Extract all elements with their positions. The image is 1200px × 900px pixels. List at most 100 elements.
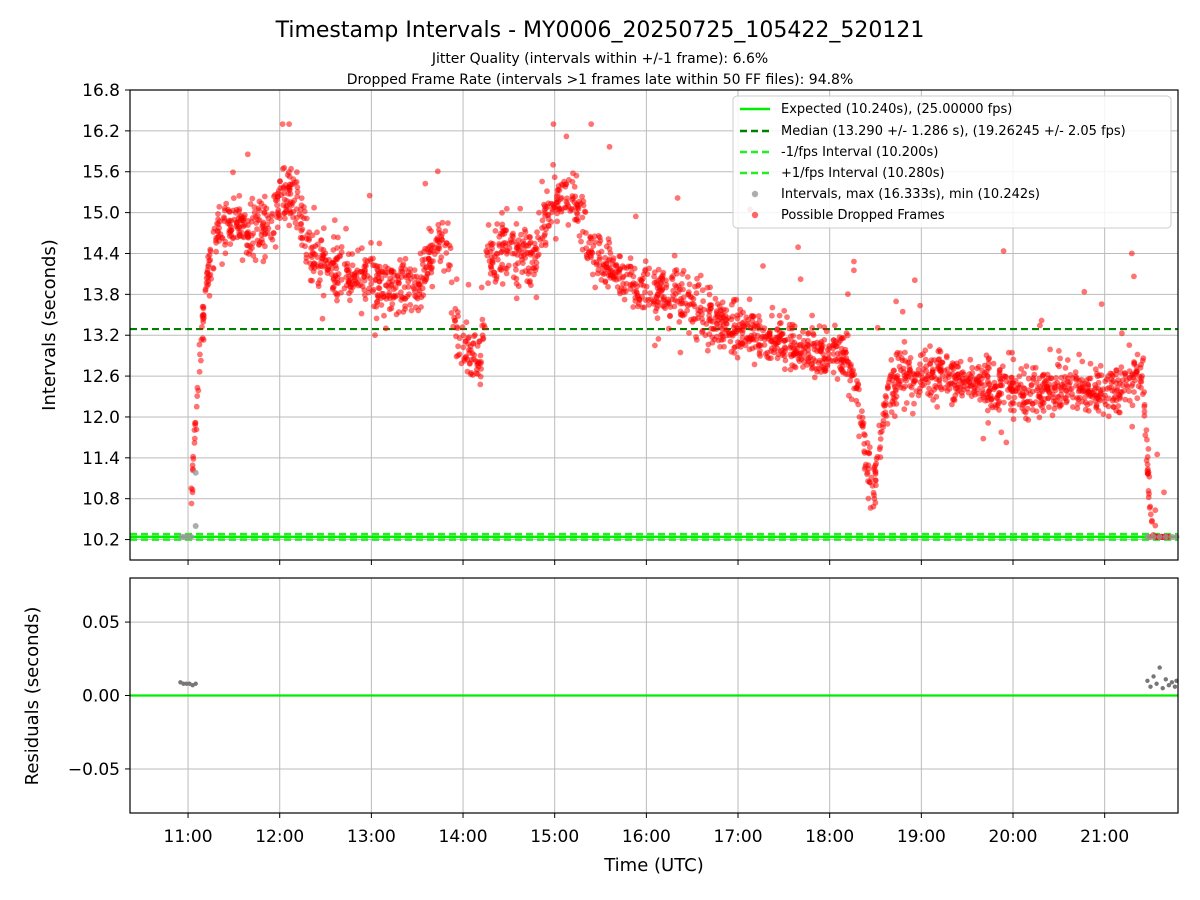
dropped-frame-point [628, 269, 635, 276]
dropped-frame-point [722, 326, 729, 333]
dropped-frame-point [437, 258, 444, 265]
dropped-frame-point [926, 385, 932, 392]
dropped-frame-point [663, 284, 669, 291]
dropped-frame-point [979, 387, 986, 393]
dropped-frame-point [651, 269, 658, 276]
dropped-frame-point [750, 313, 757, 320]
dropped-frame-point [499, 281, 506, 287]
dropped-frame-point [349, 251, 356, 257]
dropped-frame-point [282, 215, 288, 222]
dropped-frame-point [269, 236, 276, 243]
dropped-frame-point [915, 392, 922, 399]
dropped-frame-point [749, 345, 756, 352]
dropped-frame-point [1022, 409, 1029, 416]
dropped-frame-point [718, 316, 725, 323]
dropped-frame-point [834, 350, 841, 357]
dropped-frame-point [680, 286, 686, 293]
dropped-frame-point [1027, 391, 1034, 397]
dropped-frame-point [949, 380, 956, 387]
bottom-y-axis-label: Residuals (seconds) [22, 607, 43, 786]
dropped-frame-point [638, 278, 645, 284]
dropped-frame-point [878, 428, 885, 435]
dropped-frame-point [1060, 395, 1067, 402]
dropped-frame-point [830, 351, 837, 357]
dropped-frame-point [536, 209, 542, 216]
residual-point [1172, 684, 1178, 689]
dropped-frame-point [706, 302, 713, 309]
dropped-frame-point [361, 263, 368, 270]
dropped-frame-point [938, 367, 944, 374]
dropped-frame-point [576, 233, 583, 239]
dropped-frame-point [1152, 522, 1159, 529]
dropped-frame-point [376, 240, 383, 247]
dropped-frame-point [782, 366, 788, 373]
dropped-frame-point [1038, 317, 1045, 324]
dropped-frame-point [908, 384, 915, 391]
dropped-frame-point [588, 121, 595, 127]
dropped-frame-point [318, 237, 325, 244]
dropped-frame-point [373, 315, 380, 322]
dropped-frame-point [905, 373, 912, 380]
dropped-frame-point [645, 296, 652, 303]
dropped-frame-point [607, 250, 614, 256]
dropped-frame-point [602, 279, 609, 285]
dropped-frame-point [553, 193, 560, 200]
dropped-frame-point [832, 322, 838, 329]
dropped-frame-point [617, 253, 624, 260]
dropped-frame-point [341, 285, 348, 292]
dropped-frame-point [261, 203, 267, 210]
dropped-frame-point [588, 249, 595, 256]
dropped-frame-point [418, 274, 425, 280]
dropped-frame-point [641, 304, 648, 311]
dropped-frame-point [191, 440, 198, 446]
dropped-frame-point [410, 284, 416, 290]
dropped-frame-point [642, 258, 649, 265]
dropped-frame-point [1033, 379, 1040, 386]
dropped-frame-point [1097, 362, 1104, 369]
dropped-frame-point [592, 284, 599, 291]
dropped-frame-point [317, 269, 324, 276]
dropped-frame-point [200, 303, 207, 310]
dropped-frame-point [249, 195, 256, 202]
dropped-frame-point [980, 435, 987, 442]
dropped-frame-point [1045, 395, 1052, 401]
dropped-frame-point [846, 392, 852, 399]
dropped-frame-point [1083, 377, 1090, 383]
dropped-frame-point [1028, 382, 1035, 389]
dropped-frame-point [620, 273, 627, 280]
dropped-frame-point [294, 188, 301, 195]
dropped-frame-point [191, 435, 198, 442]
dropped-frame-point [1126, 397, 1133, 404]
dropped-frame-point [554, 187, 561, 194]
dropped-frame-point [362, 257, 368, 263]
dropped-frame-point [242, 222, 248, 228]
dropped-frame-point [459, 324, 466, 331]
dropped-frame-point [1077, 387, 1083, 394]
dropped-frame-point [753, 320, 759, 327]
dropped-frame-point [1144, 470, 1151, 477]
dropped-frame-point [697, 272, 704, 279]
legend-label-plus-fps: +1/fps Interval (10.280s) [781, 166, 945, 181]
dropped-frame-point [303, 215, 310, 222]
dropped-frame-point [522, 229, 529, 235]
residual-point [181, 681, 186, 686]
dropped-frame-point [1057, 355, 1063, 362]
dropped-frame-point [445, 220, 451, 227]
dropped-frame-point [534, 229, 540, 236]
dropped-frame-point [345, 279, 352, 286]
dropped-frame-point [285, 190, 292, 197]
top-y-tick-label: 12.0 [82, 408, 120, 428]
dropped-frame-point [236, 208, 242, 215]
dropped-frame-point [1010, 356, 1017, 363]
dropped-frame-point [1102, 378, 1109, 385]
dropped-frame-point [757, 347, 763, 354]
dropped-frame-point [1076, 351, 1082, 358]
dropped-frame-point [729, 332, 736, 339]
dropped-frame-point [222, 241, 228, 248]
dropped-frame-point [776, 312, 783, 319]
dropped-frame-point [324, 270, 331, 276]
dropped-frame-point [734, 315, 741, 322]
dropped-frame-point [306, 237, 312, 243]
dropped-frame-point [1074, 405, 1081, 412]
dropped-frame-point [335, 271, 342, 277]
